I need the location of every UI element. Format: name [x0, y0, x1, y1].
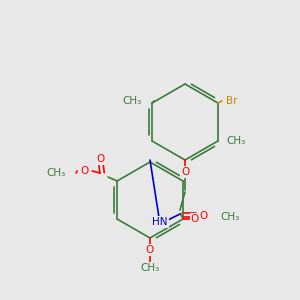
Text: CH₃: CH₃	[226, 136, 245, 146]
Text: O: O	[191, 214, 199, 224]
Text: HN: HN	[152, 217, 168, 227]
Text: Br: Br	[226, 96, 237, 106]
Text: O: O	[146, 245, 154, 255]
Text: O: O	[181, 167, 189, 177]
Text: CH₃: CH₃	[220, 212, 239, 222]
Text: O: O	[96, 154, 104, 164]
Text: CH₃: CH₃	[140, 263, 160, 273]
Text: O: O	[80, 166, 88, 176]
Text: CH₃: CH₃	[47, 168, 66, 178]
Text: O: O	[200, 211, 208, 221]
Text: CH₃: CH₃	[123, 96, 142, 106]
